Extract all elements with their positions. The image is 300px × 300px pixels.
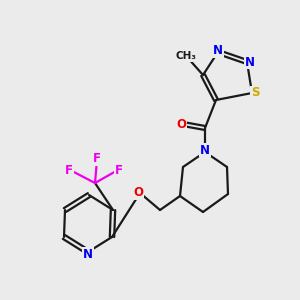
Text: N: N	[200, 143, 210, 157]
Text: F: F	[115, 164, 123, 176]
Text: N: N	[245, 56, 255, 68]
Text: N: N	[83, 248, 93, 260]
Text: O: O	[133, 187, 143, 200]
Text: S: S	[251, 86, 259, 100]
Text: CH₃: CH₃	[176, 51, 197, 61]
Text: O: O	[176, 118, 186, 130]
Text: N: N	[213, 44, 223, 58]
Text: F: F	[93, 152, 101, 166]
Text: F: F	[65, 164, 73, 176]
